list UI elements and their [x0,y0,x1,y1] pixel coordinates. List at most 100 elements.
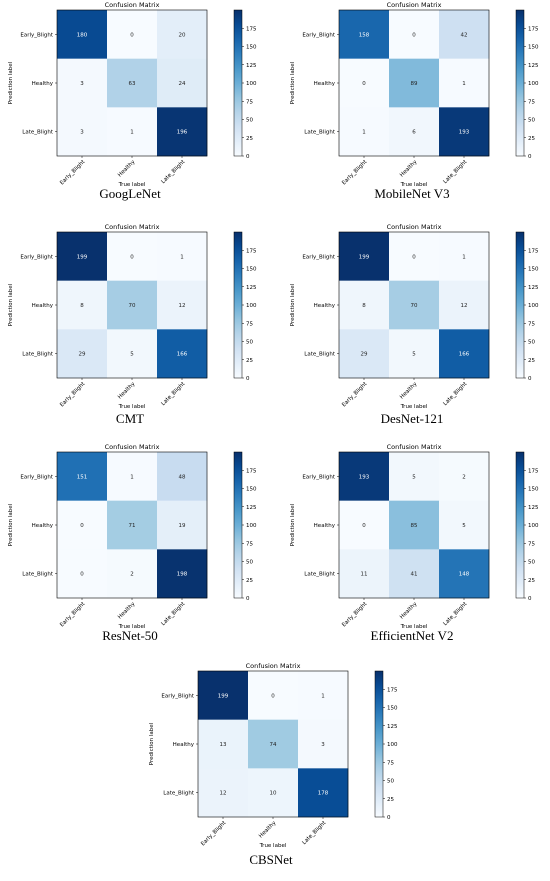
colorbar-tick-label: 50 [387,779,394,785]
cell-value-label: 10 [270,791,277,797]
y-tick-label: Late_Blight [304,572,336,578]
heatmap-cell [107,452,158,501]
colorbar-tick-label: 125 [246,285,257,291]
chart-title: Confusion Matrix [387,223,442,231]
colorbar-tick-label: 150 [246,487,257,493]
heatmap-cell [389,232,440,281]
y-axis-label: Prediction label [8,503,14,546]
heatmap-cell [439,500,490,550]
colorbar-tick-label: 125 [528,63,539,69]
x-tick-label: Early_Blight [200,820,228,848]
heatmap-cell [339,500,390,550]
chart-title: Confusion Matrix [105,1,160,9]
x-axis-label: True label [259,843,287,849]
cell-value-label: 178 [318,791,329,797]
cell-value-label: 6 [412,130,416,136]
heatmap-cell [248,719,299,769]
colorbar-tick-label: 100 [387,742,398,748]
cell-value-label: 0 [80,572,84,578]
heatmap-cell [157,500,208,550]
heatmap-cell [339,232,390,281]
cell-value-label: 8 [362,303,366,309]
x-tick-label: Early_Blight [341,381,369,409]
cell-value-label: 13 [220,742,227,748]
colorbar-tick-label: 150 [246,45,257,51]
heatmap-cell [298,768,349,818]
heatmap-cell [389,500,440,550]
cell-value-label: 0 [271,693,275,699]
cell-value-label: 180 [77,32,88,38]
colorbar-tick-label: 0 [528,376,532,382]
heatmap-cell [389,280,440,330]
model-caption: CMT [115,411,145,426]
y-tick-label: Late_Blight [22,130,54,136]
heatmap-cell [157,452,208,501]
x-axis-label: True label [400,404,428,410]
cell-value-label: 19 [179,523,186,529]
confusion-matrix-chart: Confusion Matrix 158 0 42 0 89 1 1 6 193 Early_Bli… [290,1,539,188]
heatmap-cell [157,107,208,157]
x-tick-label: Early_Blight [341,601,369,629]
y-tick-label: Healthy [314,523,336,529]
heatmap-cell [57,280,108,330]
cell-value-label: 1 [462,254,466,260]
cell-value-label: 5 [412,352,416,358]
colorbar-tick-label: 125 [528,505,539,511]
colorbar [233,451,243,599]
y-axis-label: Prediction label [149,722,155,765]
colorbar-tick-label: 75 [528,99,535,105]
model-caption: MobileNet V3 [374,186,450,201]
colorbar-tick-label: 25 [246,578,253,584]
cell-value-label: 20 [179,32,186,38]
heatmap-cell [107,329,158,379]
heatmap-cell [57,452,108,501]
x-tick-label: Late_Blight [301,820,328,847]
colorbar-tick-label: 175 [246,468,257,474]
colorbar-tick-label: 125 [387,724,398,730]
cell-value-label: 166 [177,352,188,358]
cell-value-label: 2 [130,572,134,578]
heatmap-cell [57,58,108,108]
chart-title: Confusion Matrix [246,662,301,670]
cell-value-label: 1 [362,130,366,136]
heatmap-cell [439,107,490,157]
y-tick-label: Early_Blight [302,32,335,38]
cell-value-label: 41 [411,572,418,578]
x-tick-label: Healthy [258,820,278,840]
chart-title: Confusion Matrix [387,1,442,9]
x-tick-label: Early_Blight [59,601,87,629]
y-tick-label: Early_Blight [161,693,194,699]
cell-value-label: 5 [462,523,466,529]
heatmap-cell [198,719,249,769]
cell-value-label: 0 [412,32,416,38]
heatmap-cell [107,500,158,550]
heatmap-cell [57,549,108,599]
heatmap-cell [57,329,108,379]
heatmap-cell [389,329,440,379]
heatmap-cell [107,232,158,281]
heatmap-cell [157,549,208,599]
y-axis-label: Prediction label [290,61,296,104]
colorbar-tick-label: 175 [246,248,257,254]
cell-value-label: 1 [130,474,134,480]
heatmap-cell [339,452,390,501]
heatmap-cell [339,549,390,599]
colorbar-tick-label: 150 [387,706,398,712]
y-tick-label: Late_Blight [304,352,336,358]
cell-value-label: 63 [129,81,136,87]
x-tick-label: Healthy [399,381,419,401]
colorbar-tick-label: 50 [528,560,535,566]
cell-value-label: 42 [461,32,468,38]
y-tick-label: Early_Blight [302,254,335,260]
model-caption: EfficientNet V2 [370,628,454,643]
confusion-matrix-chart: Confusion Matrix 199 0 1 8 70 12 29 5 166 Early_Bl… [290,223,539,410]
y-tick-label: Healthy [314,81,336,87]
colorbar-tick-label: 50 [246,118,253,124]
colorbar-tick-label: 100 [528,81,539,87]
cell-value-label: 199 [218,693,229,699]
heatmap-cell [339,10,390,59]
x-axis-label: True label [118,624,146,630]
cell-value-label: 0 [412,254,416,260]
colorbar-tick-label: 25 [246,136,253,142]
cell-value-label: 1 [321,693,325,699]
